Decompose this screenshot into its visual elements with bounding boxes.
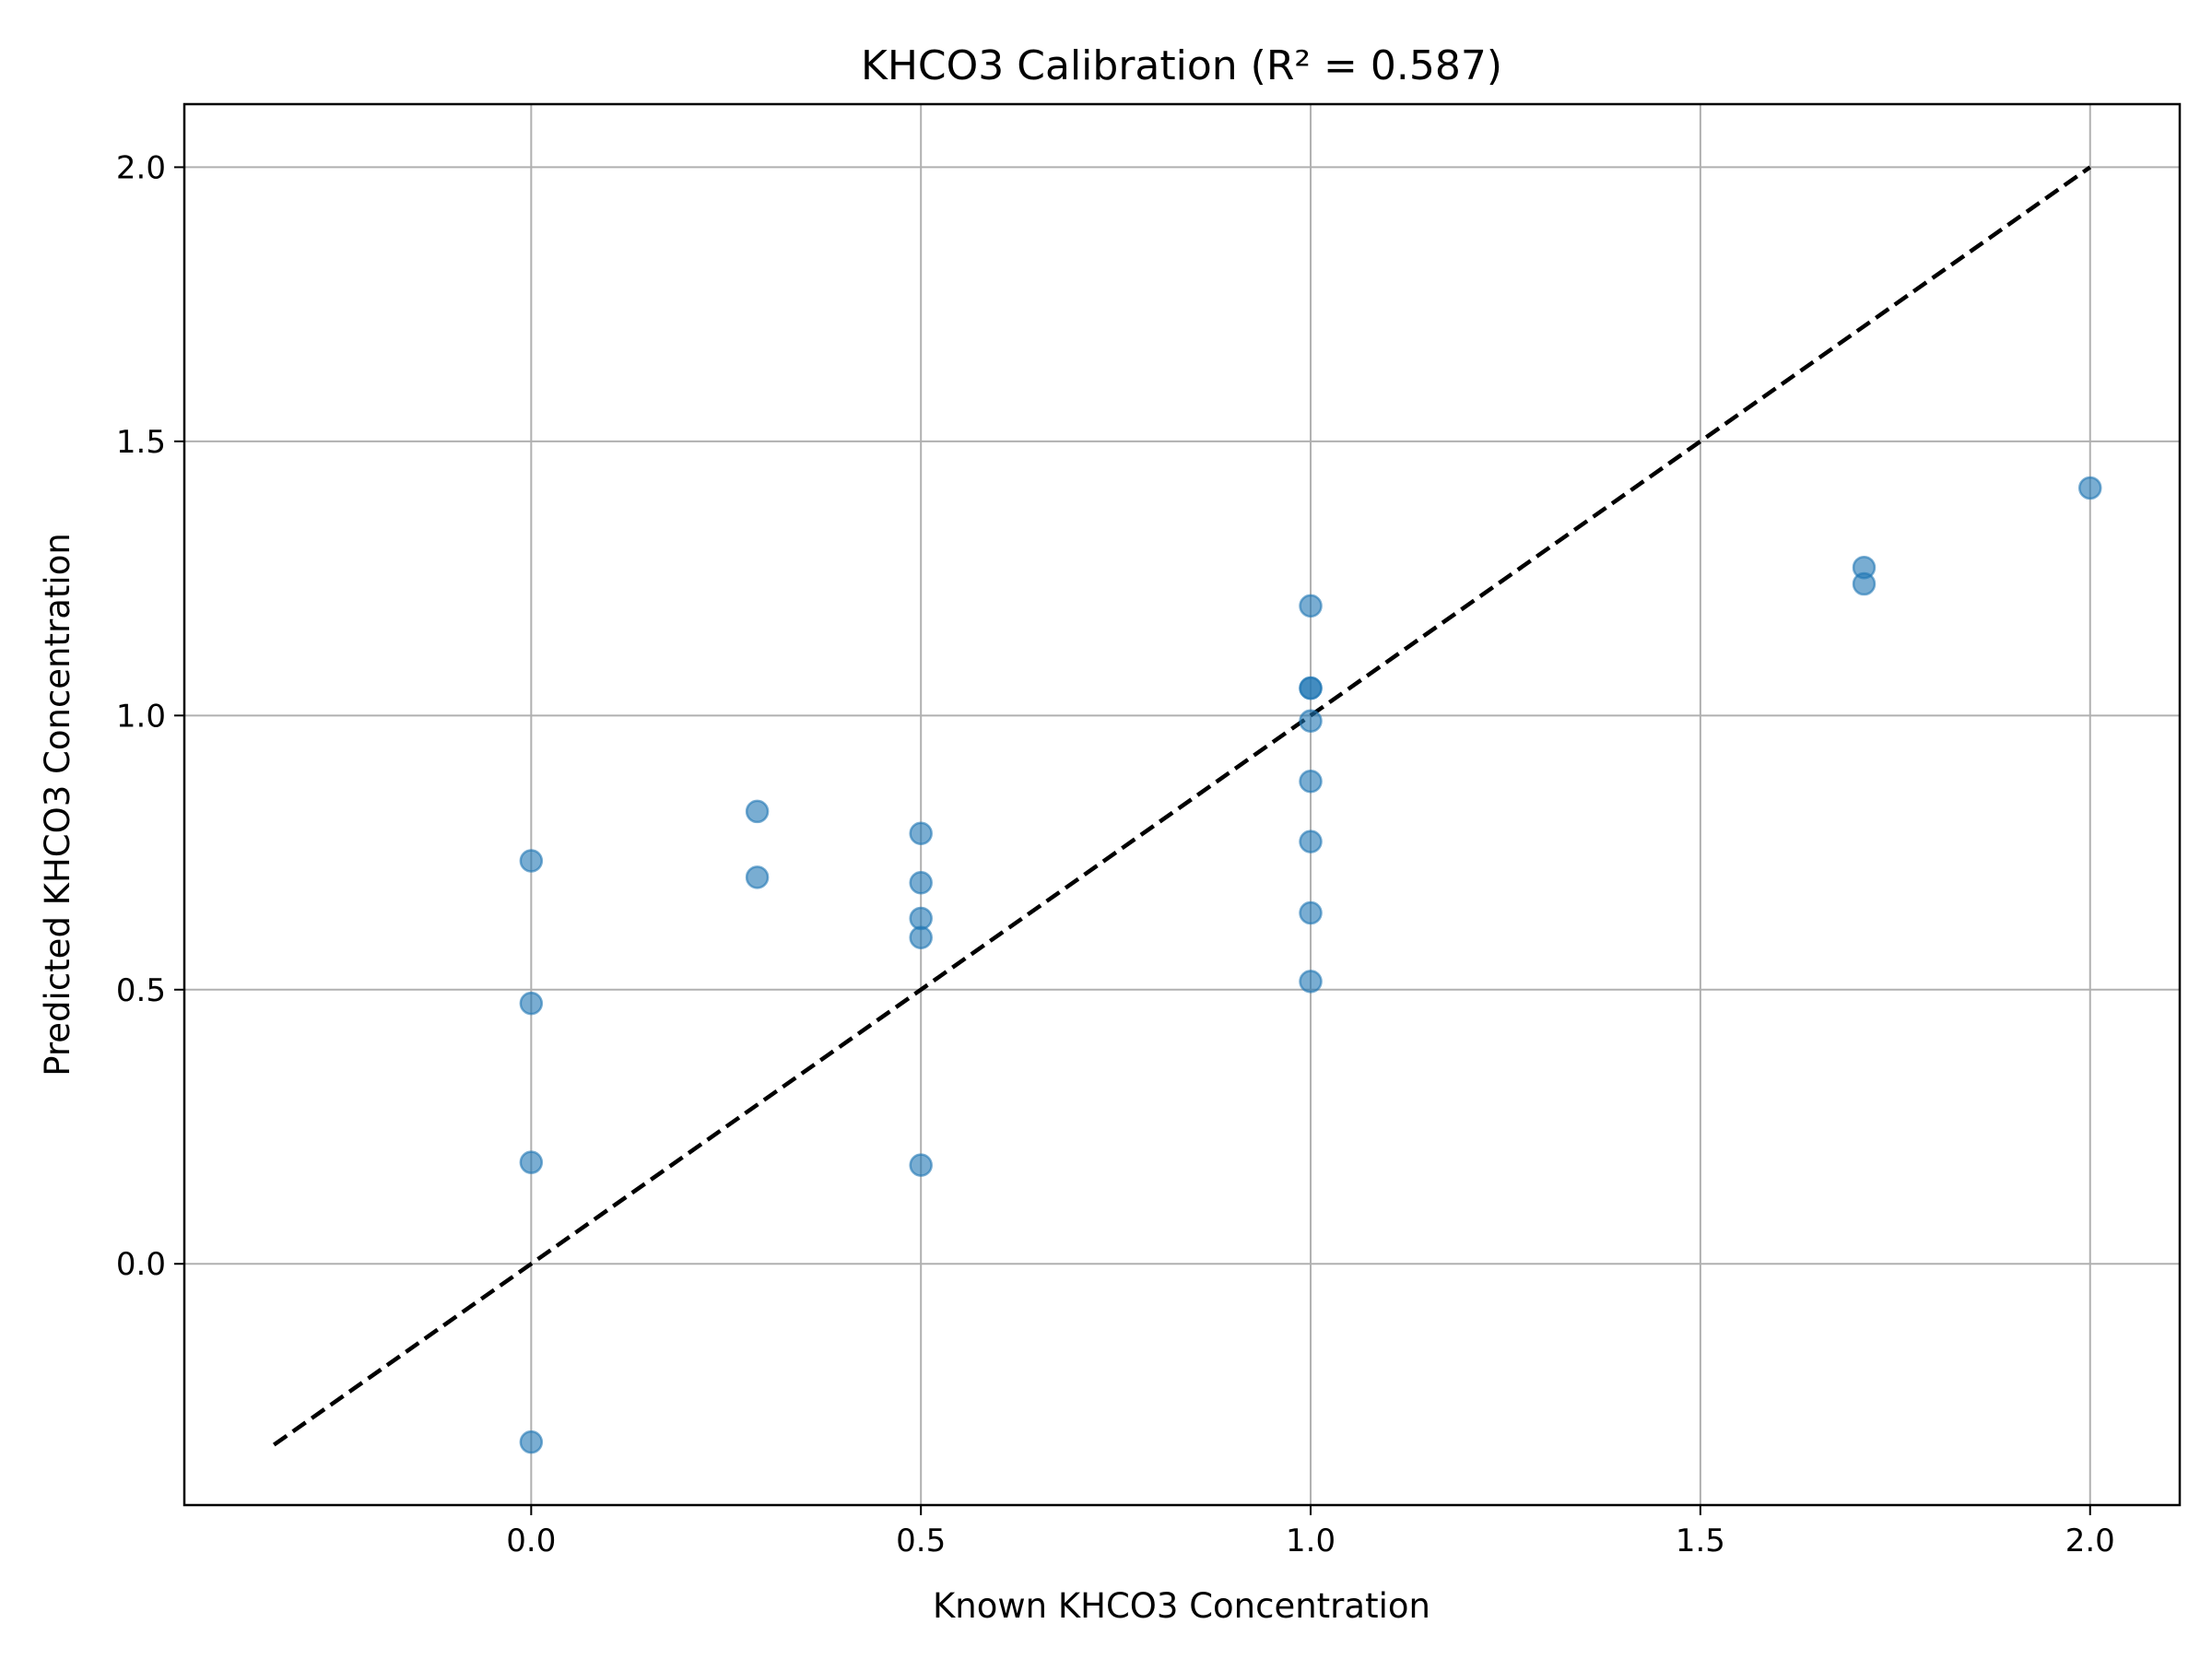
reference-line-group bbox=[272, 165, 2092, 1447]
scatter-point bbox=[1299, 970, 1323, 994]
scatter-point bbox=[745, 799, 770, 824]
y-axis-label: Predicted KHCO3 Concentration bbox=[38, 533, 77, 1077]
scatter-point bbox=[1299, 900, 1323, 925]
scatter-point bbox=[1852, 571, 1877, 596]
y-tick-label: 0.5 bbox=[116, 972, 166, 1009]
x-axis-label: Known KHCO3 Concentration bbox=[933, 1586, 1430, 1626]
scatter-point bbox=[1299, 594, 1323, 618]
x-tick-label: 0.5 bbox=[896, 1523, 946, 1559]
scatter-point bbox=[519, 849, 544, 873]
scatter-point bbox=[519, 991, 544, 1016]
scatter-point bbox=[2077, 476, 2102, 500]
scatter-point bbox=[519, 1150, 544, 1174]
data-points bbox=[519, 476, 2102, 1454]
x-tick-label: 2.0 bbox=[2065, 1523, 2115, 1559]
y-axis-ticks: 0.0 0.5 1.0 1.5 2.0 bbox=[116, 149, 184, 1283]
chart-title: KHCO3 Calibration (R² = 0.587) bbox=[861, 42, 1502, 89]
x-tick-label: 1.5 bbox=[1676, 1523, 1725, 1559]
grid-lines bbox=[184, 104, 2180, 1505]
scatter-point bbox=[909, 821, 933, 845]
scatter-point bbox=[1299, 709, 1323, 734]
scatter-point bbox=[519, 1430, 544, 1454]
x-tick-label: 0.0 bbox=[506, 1523, 556, 1559]
y-tick-label: 1.0 bbox=[116, 698, 166, 735]
y-tick-label: 2.0 bbox=[116, 149, 166, 186]
y-tick-label: 0.0 bbox=[116, 1246, 166, 1283]
plot-frame bbox=[182, 102, 2182, 1507]
scatter-point bbox=[909, 871, 933, 895]
scatter-point bbox=[909, 925, 933, 950]
y-tick-label: 1.5 bbox=[116, 424, 166, 461]
scatter-point bbox=[1299, 769, 1323, 794]
scatter-point bbox=[909, 1153, 933, 1177]
identity-reference-line bbox=[272, 165, 2092, 1447]
scatter-point bbox=[1299, 676, 1323, 700]
scatter-point bbox=[745, 865, 770, 889]
scatter-point bbox=[909, 906, 933, 931]
x-axis-ticks: 0.0 0.5 1.0 1.5 2.0 bbox=[506, 1505, 2115, 1559]
x-tick-label: 1.0 bbox=[1286, 1523, 1335, 1559]
scatter-point bbox=[1299, 830, 1323, 853]
